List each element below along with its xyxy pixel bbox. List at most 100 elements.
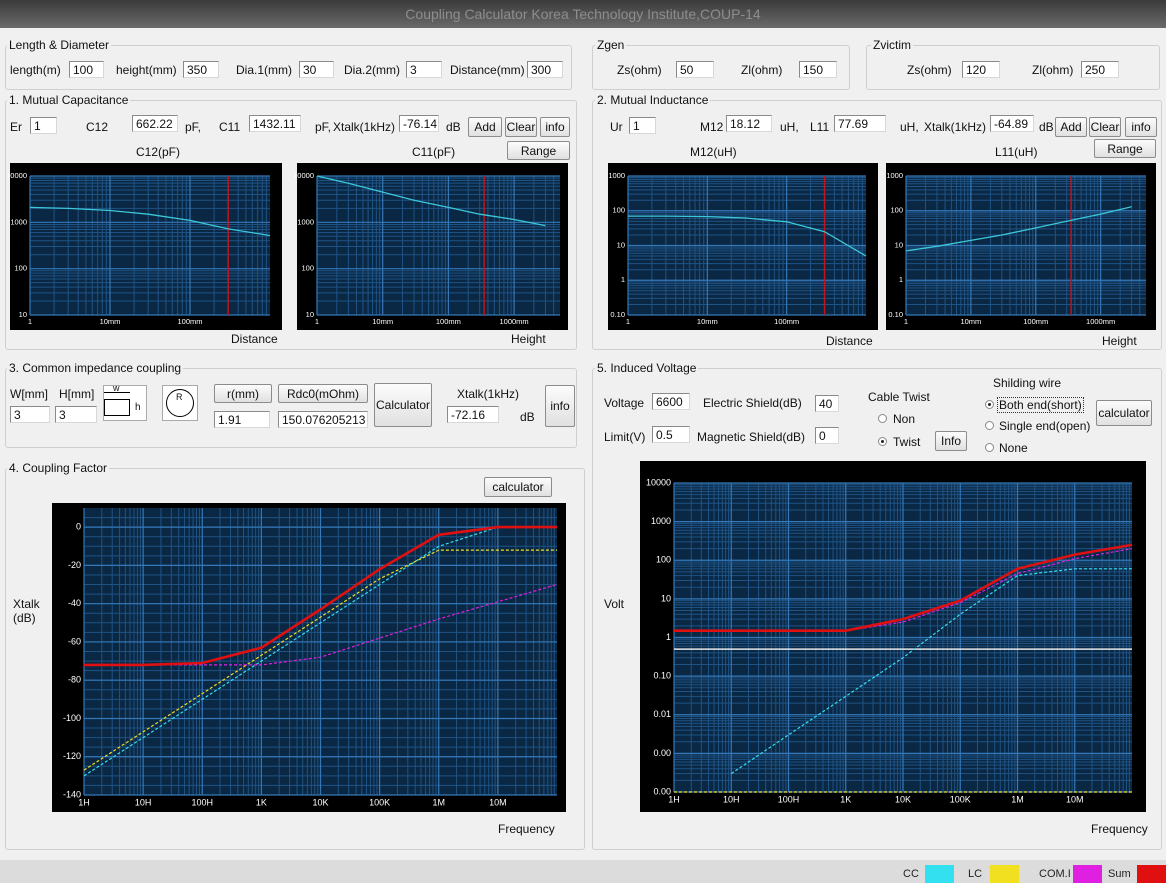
text-field[interactable]: 150 bbox=[799, 61, 837, 78]
text-field[interactable]: 50 bbox=[676, 61, 714, 78]
group-box bbox=[5, 468, 585, 850]
shape-label: R bbox=[176, 392, 183, 402]
group-box bbox=[592, 100, 1162, 350]
button[interactable]: Calculator bbox=[374, 383, 432, 427]
label: Zl(ohm) bbox=[1032, 63, 1074, 77]
label: Zs(ohm) bbox=[617, 63, 662, 77]
label: length(m) bbox=[10, 63, 61, 77]
unit: pF, bbox=[315, 120, 332, 134]
label: Dia.2(mm) bbox=[344, 63, 400, 77]
button[interactable]: Add bbox=[1055, 117, 1087, 137]
x-axis-label: Frequency bbox=[1091, 822, 1148, 836]
radio-label: Twist bbox=[893, 435, 921, 449]
button[interactable]: Range bbox=[507, 141, 570, 160]
label: Xtalk(1kHz) bbox=[924, 120, 987, 134]
group-title: Zvictim bbox=[871, 38, 913, 52]
group-box bbox=[5, 45, 572, 90]
x-axis-label: Height bbox=[511, 332, 546, 346]
shape-label: h bbox=[135, 402, 141, 413]
label: Magnetic Shield(dB) bbox=[697, 430, 806, 444]
button[interactable]: calculator bbox=[1096, 400, 1152, 426]
text-field[interactable]: 0 bbox=[815, 427, 839, 444]
group-title: 3. Common impedance coupling bbox=[7, 361, 184, 375]
text-field[interactable]: 300 bbox=[527, 61, 563, 78]
title-bar bbox=[0, 0, 1166, 28]
group-box bbox=[5, 368, 577, 448]
shape-label: w bbox=[113, 383, 120, 393]
text-field[interactable]: 250 bbox=[1081, 61, 1119, 78]
unit: dB bbox=[446, 120, 461, 134]
text-field: 1432.11 bbox=[249, 115, 301, 132]
group-title: 4. Coupling Factor bbox=[7, 461, 110, 475]
label: C12 bbox=[86, 120, 109, 134]
chart-title: C12(pF) bbox=[136, 145, 181, 159]
label: Er bbox=[10, 120, 22, 134]
x-axis-label: Distance bbox=[826, 334, 873, 348]
text-field[interactable]: 100 bbox=[69, 61, 104, 78]
text-field[interactable]: 120 bbox=[962, 61, 1000, 78]
label: Zl(ohm) bbox=[741, 63, 783, 77]
y-axis-label: Volt bbox=[604, 597, 625, 611]
label: Shilding wire bbox=[993, 376, 1062, 390]
label: Dia.1(mm) bbox=[236, 63, 292, 77]
rect-shape bbox=[104, 399, 130, 416]
text-field: 662.22 bbox=[132, 115, 178, 132]
label: L11 bbox=[810, 120, 830, 134]
button[interactable]: r(mm) bbox=[214, 384, 272, 403]
group-title: 1. Mutual Capacitance bbox=[7, 93, 131, 107]
label: Distance(mm) bbox=[450, 63, 525, 77]
y-axis-label: Xtalk (dB) bbox=[13, 597, 40, 625]
label: M12 bbox=[700, 120, 724, 134]
button[interactable]: Clear bbox=[1089, 117, 1121, 137]
text-field: -72.16 bbox=[447, 406, 499, 423]
chart-title: C11(pF) bbox=[412, 145, 456, 159]
button[interactable]: info bbox=[545, 385, 575, 427]
label: Xtalk(1kHz) bbox=[457, 387, 520, 401]
radio-label: Both end(short) bbox=[997, 397, 1084, 413]
legend-bar bbox=[0, 860, 1166, 883]
x-axis-label: Frequency bbox=[498, 822, 555, 836]
text-field[interactable]: 1 bbox=[30, 117, 57, 134]
text-field[interactable]: 0.5 bbox=[652, 426, 690, 443]
button[interactable]: Range bbox=[1094, 139, 1156, 158]
text-field: 150.076205213 bbox=[278, 411, 368, 428]
text-field[interactable]: 3 bbox=[55, 406, 97, 423]
chart-title: M12(uH) bbox=[690, 145, 737, 159]
unit: dB bbox=[1039, 120, 1054, 134]
radio-button[interactable] bbox=[985, 421, 994, 430]
radio-button[interactable] bbox=[985, 400, 994, 409]
group-title: Zgen bbox=[595, 38, 627, 52]
text-field[interactable]: 350 bbox=[183, 61, 219, 78]
button[interactable]: Rdc0(mOhm) bbox=[278, 384, 368, 403]
x-axis-label: Distance bbox=[231, 332, 278, 346]
radio-button[interactable] bbox=[878, 414, 887, 423]
button[interactable]: Add bbox=[468, 117, 502, 137]
group-title: Length & Diameter bbox=[7, 38, 112, 52]
unit: pF, bbox=[185, 120, 202, 134]
button[interactable]: Clear bbox=[505, 117, 537, 137]
label: Zs(ohm) bbox=[907, 63, 952, 77]
text-field[interactable]: 3 bbox=[10, 406, 50, 423]
label: Ur bbox=[610, 120, 623, 134]
radio-button[interactable] bbox=[985, 443, 994, 452]
text-field[interactable]: 30 bbox=[299, 61, 334, 78]
radio-label: Single end(open) bbox=[999, 419, 1091, 433]
unit: dB bbox=[520, 410, 535, 424]
unit: uH, bbox=[780, 120, 799, 134]
label: W[mm] bbox=[10, 387, 48, 401]
radio-button[interactable] bbox=[878, 437, 887, 446]
group-box bbox=[866, 45, 1160, 90]
button[interactable]: info bbox=[540, 117, 570, 137]
text-field[interactable]: 6600 bbox=[652, 393, 690, 410]
button[interactable]: Info bbox=[935, 431, 967, 451]
button[interactable]: calculator bbox=[484, 477, 552, 497]
circle-shape bbox=[166, 389, 194, 417]
text-field: 77.69 bbox=[834, 115, 886, 132]
text-field[interactable]: 40 bbox=[815, 395, 839, 412]
text-field[interactable]: 1 bbox=[629, 117, 656, 134]
label: Electric Shield(dB) bbox=[703, 396, 802, 410]
text-field[interactable]: 3 bbox=[406, 61, 442, 78]
radio-label: Non bbox=[893, 412, 916, 426]
button[interactable]: info bbox=[1125, 117, 1157, 137]
